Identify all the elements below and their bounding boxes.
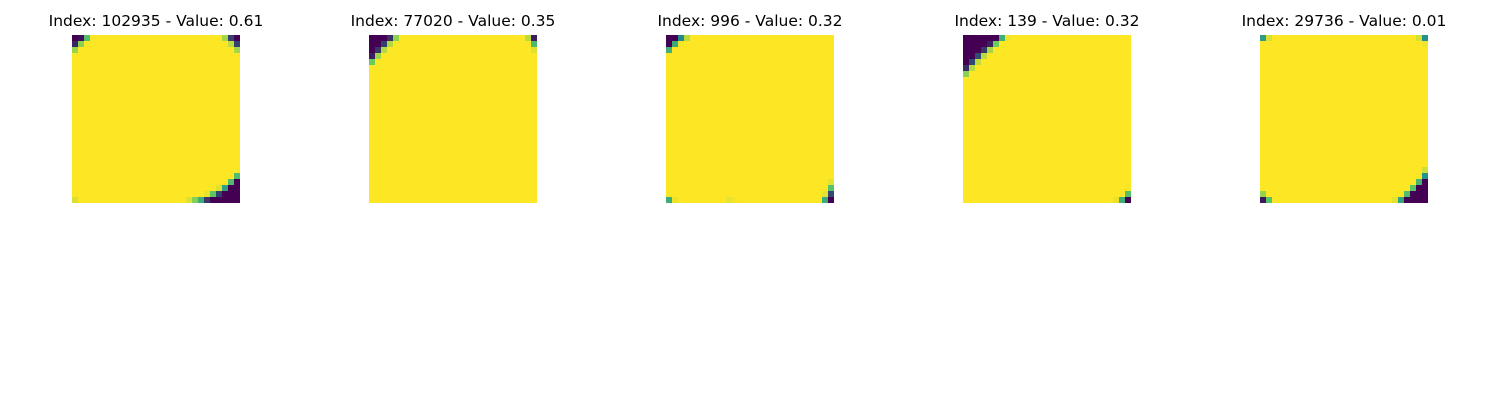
digit-panel-4: Index: 139 - Value: 0.32	[897, 0, 1197, 210]
digit-panel-2: Index: 77020 - Value: 0.35	[303, 0, 603, 210]
digit-image	[666, 35, 834, 203]
panel-title: Index: 139 - Value: 0.32	[954, 12, 1140, 30]
digit-panel-1: Index: 102935 - Value: 0.61	[6, 0, 306, 210]
digit-image	[72, 35, 240, 203]
digit-panel-3: Index: 996 - Value: 0.32	[600, 0, 900, 210]
digit-image	[369, 35, 537, 203]
digit-image	[963, 35, 1131, 203]
panel-title: Index: 996 - Value: 0.32	[657, 12, 843, 30]
digit-image	[1260, 35, 1428, 203]
panel-title: Index: 29736 - Value: 0.01	[1241, 12, 1447, 30]
panel-title: Index: 77020 - Value: 0.35	[350, 12, 556, 30]
digit-panel-5: Index: 29736 - Value: 0.01	[1194, 0, 1494, 210]
panel-title: Index: 102935 - Value: 0.61	[48, 12, 264, 30]
